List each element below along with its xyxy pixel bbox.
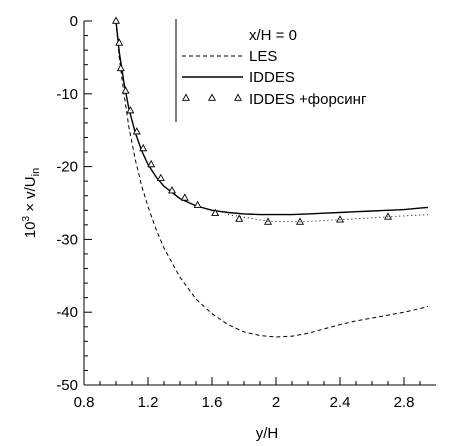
legend-swatch-triangle <box>182 93 190 101</box>
y-axis-title-exp: 3 <box>21 216 32 222</box>
x-tick-label: 1.6 <box>202 394 223 411</box>
legend: x/H = 0 LES IDDES IDDES +форсинг <box>175 19 367 122</box>
x-tick-label: 1.2 <box>138 394 159 411</box>
marker-triangle <box>126 106 135 114</box>
y-axis-title-mid: × <box>22 199 39 216</box>
series-iddes-line <box>115 20 429 216</box>
marker-triangle <box>112 16 120 24</box>
legend-label: LES <box>249 48 277 65</box>
marker-triangle <box>139 143 148 152</box>
y-tick-label: -10 <box>56 86 78 103</box>
series-layer <box>112 16 429 338</box>
axes: 0 -10 -20 -30 -40 -500.8 1.2 1.6 2 2.4 2.8 <box>56 13 436 411</box>
marker-triangle <box>116 63 125 72</box>
series-les-line <box>115 20 429 338</box>
y-tick-label: -40 <box>56 304 78 321</box>
legend-label: IDDES +форсинг <box>249 91 367 108</box>
marker-triangle <box>180 193 189 201</box>
marker-triangle <box>115 38 124 46</box>
marker-triangle <box>235 214 244 222</box>
x-axis-title: y/H <box>256 425 279 442</box>
y-tick-label: -50 <box>56 377 78 394</box>
marker-triangle <box>336 215 344 223</box>
legend-label: IDDES <box>249 69 295 86</box>
series-iddes-forcing-dotted <box>227 214 429 223</box>
x-tick-label: 0.8 <box>74 394 95 411</box>
y-axis-title-var: v <box>22 191 39 199</box>
x-tick-label: 2.8 <box>394 394 415 411</box>
marker-triangle <box>147 159 156 168</box>
marker-triangle <box>193 200 202 208</box>
y-tick-label: -20 <box>56 159 78 176</box>
y-tick-label: -30 <box>56 231 78 248</box>
y-axis-title-div: /U <box>22 176 39 191</box>
x-tick-label: 2 <box>272 394 280 411</box>
marker-triangle <box>296 217 304 225</box>
y-axis-title: 103 × v/Uin <box>21 168 42 238</box>
marker-triangle <box>168 186 176 194</box>
marker-triangle <box>211 208 220 216</box>
legend-item-iddes: IDDES <box>182 69 295 86</box>
series-iddes-forcing-markers <box>112 16 392 225</box>
legend-swatch-triangle <box>208 93 216 101</box>
y-tick-label: 0 <box>70 13 78 30</box>
marker-triangle <box>132 127 141 135</box>
legend-title: x/H = 0 <box>249 27 297 44</box>
marker-triangle <box>156 173 165 182</box>
legend-item-iddes-forcing: IDDES +форсинг <box>182 91 367 108</box>
legend-swatch-triangle <box>234 93 242 101</box>
y-axis-title-sub: in <box>30 168 42 177</box>
legend-item-les: LES <box>182 48 277 65</box>
x-tick-label: 2.4 <box>330 394 351 411</box>
axis-labels: y/H 103 × v/Uin <box>21 168 278 442</box>
marker-triangle <box>384 212 392 220</box>
marker-triangle <box>121 86 130 94</box>
y-axis-title-prefix: 10 <box>22 222 39 239</box>
